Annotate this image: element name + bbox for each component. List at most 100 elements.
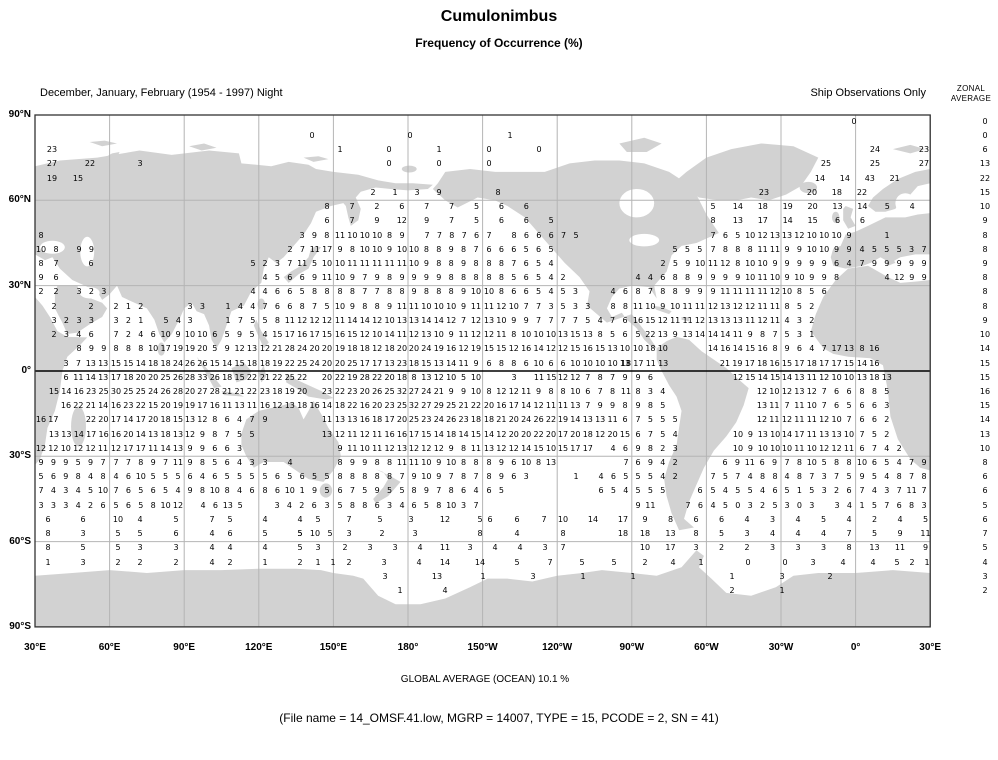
grid-value: 14 — [587, 515, 599, 524]
grid-value: 12 — [184, 430, 196, 439]
grid-value: 11 — [533, 373, 545, 382]
grid-value: 6 — [212, 472, 218, 481]
grid-value: 9 — [312, 273, 318, 282]
grid-value: 11 — [806, 430, 817, 439]
grid-value: 8 — [498, 259, 504, 268]
grid-value: 5 — [324, 302, 330, 311]
grid-value: 6 — [50, 472, 56, 481]
grid-value: 7 — [299, 245, 305, 254]
grid-value: 10 — [619, 344, 631, 353]
grid-value: 3 — [113, 316, 119, 325]
grid-value: 6 — [536, 245, 542, 254]
grid-value: 5 — [387, 486, 393, 495]
grid-value: 5 — [697, 245, 703, 254]
grid-value: 3 — [834, 501, 840, 510]
grid-value: 16 — [359, 415, 370, 424]
grid-value: 13 — [658, 359, 669, 368]
grid-value: 8 — [498, 273, 504, 282]
grid-value: 9 — [796, 259, 802, 268]
grid-value: 16 — [769, 359, 780, 368]
grid-value: 13 — [619, 359, 631, 368]
grid-value: 10 — [470, 287, 482, 296]
grid-value: 8 — [387, 231, 393, 240]
grid-value: 7 — [536, 316, 542, 325]
grid-value: 16 — [35, 415, 47, 424]
grid-value: 9 — [511, 316, 517, 325]
grid-value: 4 — [416, 558, 422, 567]
grid-value: 12 — [359, 330, 370, 339]
grid-value: 6 — [498, 202, 504, 211]
grid-value: 12 — [396, 216, 407, 225]
grid-value: 14 — [222, 359, 233, 368]
grid-value: 12 — [508, 344, 519, 353]
grid-value: 12 — [372, 344, 383, 353]
grid-value: 7 — [560, 316, 566, 325]
grid-value: 6 — [125, 472, 131, 481]
grid-value: 9 — [921, 458, 927, 467]
grid-value: 5 — [115, 529, 121, 538]
grid-value: 5 — [871, 472, 877, 481]
grid-value: 10 — [521, 458, 532, 467]
grid-value: 1 — [859, 501, 865, 510]
grid-value: 7 — [249, 415, 255, 424]
grid-value: 4 — [809, 344, 815, 353]
grid-value: 12 — [408, 330, 420, 339]
grid-value: 8 — [610, 302, 616, 311]
grid-value: 4 — [287, 458, 293, 467]
grid-value: 7 — [610, 316, 616, 325]
grid-value: 2 — [660, 444, 666, 453]
grid-value: 9 — [846, 245, 852, 254]
grid-value: 5 — [684, 245, 690, 254]
grid-value: 12 — [483, 330, 495, 339]
grid-value: 6 — [486, 359, 492, 368]
grid-value: 13 — [757, 430, 768, 439]
grid-value: 16 — [869, 359, 880, 368]
grid-value: 2 — [262, 259, 268, 268]
grid-value: 10 — [607, 359, 618, 368]
grid-value: 5 — [227, 515, 233, 524]
grid-value: 11 — [458, 330, 469, 339]
grid-value: 12 — [757, 316, 768, 325]
grid-value: 17 — [284, 330, 295, 339]
grid-value: 5 — [718, 529, 725, 538]
grid-value: 9 — [262, 415, 268, 424]
grid-value: 17 — [86, 430, 97, 439]
grid-value: 5 — [635, 330, 641, 339]
grid-value: 4 — [884, 444, 890, 453]
grid-value: 6 — [150, 330, 156, 339]
grid-value: 20 — [483, 401, 495, 410]
grid-value: 16 — [209, 401, 220, 410]
grid-value: 12 — [806, 387, 817, 396]
grid-value: 8 — [436, 259, 442, 268]
grid-value: 2 — [88, 287, 94, 296]
grid-value: 2 — [51, 302, 57, 311]
grid-value: 17 — [48, 415, 59, 424]
grid-value: 4 — [262, 543, 268, 552]
grid-value: 3 — [523, 472, 529, 481]
grid-value: 5 — [224, 330, 230, 339]
grid-value: 18 — [272, 387, 283, 396]
grid-value: 25 — [408, 415, 420, 424]
grid-value: 7 — [262, 302, 268, 311]
grid-value: 9 — [697, 273, 703, 282]
grid-value: 5 — [894, 558, 900, 567]
grid-value: 2 — [884, 430, 890, 439]
grid-value: 10 — [732, 444, 744, 453]
grid-value: 14 — [720, 330, 731, 339]
grid-value: 7 — [473, 245, 479, 254]
grid-value: 11 — [372, 259, 383, 268]
grid-value: 5 — [821, 458, 827, 467]
grid-value: 10 — [508, 302, 519, 311]
grid-value: 7 — [424, 231, 430, 240]
grid-value: 8 — [498, 359, 504, 368]
grid-value: 7 — [896, 486, 902, 495]
grid-value: 4 — [417, 543, 423, 552]
grid-value: 2 — [744, 543, 750, 552]
grid-value: 5 — [173, 515, 179, 524]
grid-value: 5 — [672, 245, 678, 254]
grid-value: 9 — [461, 302, 467, 311]
grid-value: 8 — [871, 387, 877, 396]
grid-value: 4 — [237, 302, 243, 311]
grid-value: 7 — [113, 330, 119, 339]
grid-value: 14 — [857, 202, 868, 211]
